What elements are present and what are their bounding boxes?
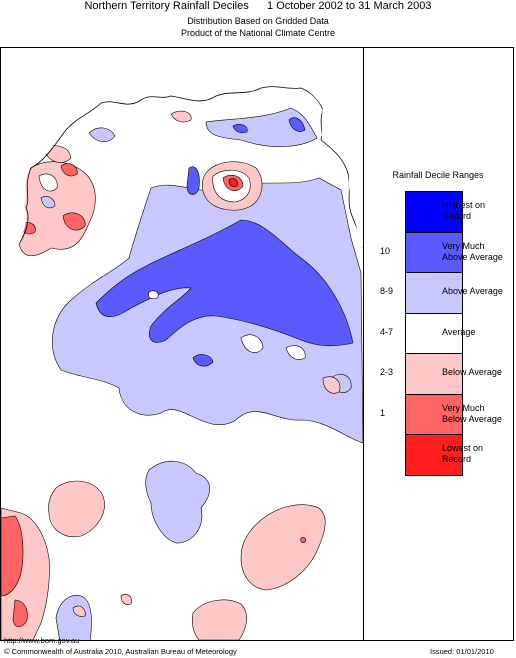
legend-label-6: Lowest on Record bbox=[442, 443, 484, 465]
legend-label-5: Very Much Below Average bbox=[442, 402, 502, 424]
footer-issued-date: Issued: 01/01/2010 bbox=[430, 647, 494, 656]
average-hole bbox=[148, 290, 159, 300]
map-subtitle-product: Product of the National Climate Centre bbox=[180, 28, 336, 38]
ocean-area bbox=[1, 48, 363, 248]
legend-label-2: Above Average bbox=[442, 286, 503, 297]
average-hole-3 bbox=[285, 345, 306, 360]
legend-label-0: Highest on Record bbox=[442, 200, 486, 222]
very-much-above-average-band bbox=[95, 219, 354, 347]
map-frame: Rainfall Decile Ranges Highest on Record 1… bbox=[0, 47, 514, 641]
below-average-south bbox=[191, 599, 247, 640]
map-subtitle-distribution: Distribution Based on Gridded Data bbox=[187, 16, 329, 26]
footer-copyright: © Commonwealth of Australia 2010, Austra… bbox=[4, 647, 237, 656]
above-average-southwest bbox=[55, 595, 92, 640]
below-average-south-small-2 bbox=[72, 605, 86, 617]
legend-range-5: 1 bbox=[380, 407, 386, 418]
legend-range-3: 4-7 bbox=[380, 326, 394, 337]
very-much-below-average-southeast-dot bbox=[300, 537, 307, 543]
below-average-north-coast bbox=[170, 110, 192, 123]
legend-range-4: 2-3 bbox=[380, 367, 394, 378]
legend-label-3: Average bbox=[442, 326, 476, 337]
legend-swatch-0 bbox=[405, 191, 463, 233]
above-average-northwest bbox=[88, 127, 116, 142]
very-much-above-average-coast-2 bbox=[232, 124, 248, 134]
below-average-south-small bbox=[120, 594, 132, 605]
very-much-above-average-north bbox=[186, 166, 200, 195]
very-much-below-average-northwest-2 bbox=[62, 212, 86, 231]
very-much-below-average-southwest-2 bbox=[12, 599, 28, 628]
legend-title: Rainfall Decile Ranges bbox=[392, 170, 484, 180]
legend-swatch-6 bbox=[405, 434, 463, 476]
legend-label-4: Below Average bbox=[442, 367, 502, 378]
legend-swatch-4 bbox=[405, 353, 463, 395]
map-title: Northern Territory Rainfall Deciles 1 Oc… bbox=[84, 0, 432, 12]
footer-url[interactable]: http://www.bom.gov.au bbox=[4, 636, 80, 645]
coastline bbox=[18, 86, 363, 249]
below-average-southeast bbox=[240, 504, 326, 591]
below-average-northwest bbox=[18, 161, 96, 257]
above-average-islet bbox=[40, 196, 56, 209]
very-much-below-average-northwest bbox=[60, 163, 78, 177]
legend-range-1: 10 bbox=[380, 245, 391, 256]
very-much-below-average-southwest bbox=[1, 515, 24, 597]
rainfall-decile-map bbox=[1, 48, 363, 640]
above-average-coast-top bbox=[205, 107, 318, 147]
legend-range-2: 8-9 bbox=[380, 286, 394, 297]
below-average-centre-south bbox=[48, 480, 105, 538]
above-average-central-south bbox=[145, 461, 211, 544]
below-average-east bbox=[322, 376, 341, 394]
very-much-above-average-coast bbox=[288, 117, 306, 132]
average-island-northwest bbox=[38, 173, 58, 192]
average-hole-2 bbox=[240, 334, 264, 353]
lowest-on-record-ring-core bbox=[228, 178, 238, 188]
very-much-above-average-small bbox=[192, 354, 214, 367]
legend-label-1: Very Much Above Average bbox=[442, 240, 503, 262]
legend-swatch-5 bbox=[405, 393, 463, 435]
rainfall-map-panel bbox=[1, 48, 364, 640]
